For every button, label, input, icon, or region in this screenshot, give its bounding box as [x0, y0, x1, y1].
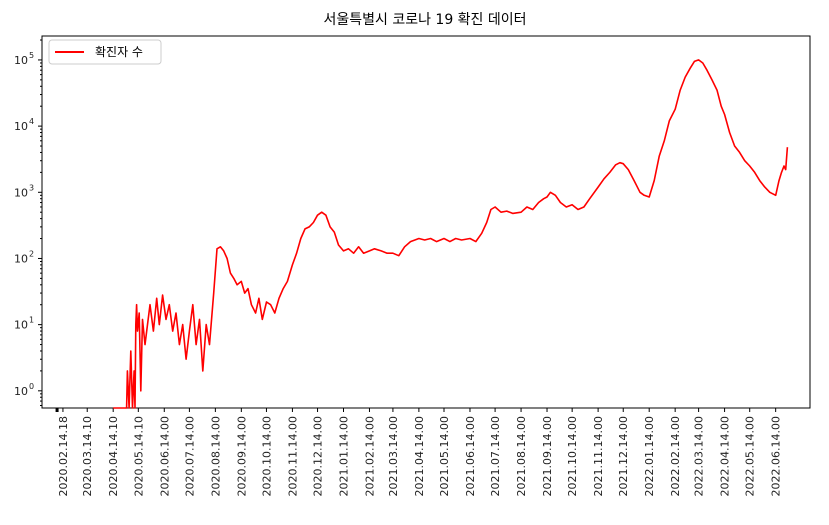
x-tick-label: 2020.03.14.10 [81, 416, 94, 496]
x-tick-label: 2022.02.14.00 [669, 416, 682, 496]
x-tick-label: 2021.03.14.00 [387, 416, 400, 496]
y-tick-exponent: 3 [29, 183, 34, 192]
y-tick-exponent: 4 [29, 117, 34, 126]
x-tick-label: 2021.11.14.00 [592, 416, 605, 496]
chart-title: 서울특별시 코로나 19 확진 데이터 [323, 12, 526, 28]
y-tick-exponent: 5 [29, 51, 34, 60]
y-tick-label: 10 [14, 319, 28, 332]
y-tick-label: 10 [14, 186, 28, 199]
legend-label: 확진자 수 [95, 45, 143, 59]
x-tick-label: 2020.04.14.10 [107, 416, 120, 496]
x-tick-label: 2020.11.14.00 [286, 416, 299, 496]
x-tick-label: 2022.03.14.00 [693, 416, 706, 496]
x-tick-label: 2020.06.14.00 [158, 416, 171, 496]
x-tick-label: 2020.08.14.00 [209, 416, 222, 496]
x-tick-label: 2020.05.14.10 [132, 416, 145, 496]
x-tick-label: 2021.07.14.00 [489, 416, 502, 496]
x-tick-label: 2021.09.14.00 [541, 416, 554, 496]
x-tick-label: 2021.02.14.00 [363, 416, 376, 496]
plot-frame [42, 36, 810, 408]
plot-area [113, 60, 787, 408]
y-tick-label: 10 [14, 54, 28, 67]
x-tick-label: 2021.04.14.00 [413, 416, 426, 496]
x-tick-label: 2020.12.14.00 [312, 416, 325, 496]
x-tick-label: 2021.08.14.00 [515, 416, 528, 496]
x-tick-label: 2021.01.14.00 [338, 416, 351, 496]
y-tick-exponent: 0 [29, 382, 34, 391]
x-tick-label: 2022.05.14.00 [744, 416, 757, 496]
x-tick-label: 2022.04.14.00 [719, 416, 732, 496]
y-tick-exponent: 2 [29, 249, 34, 258]
x-tick-label: 2021.06.14.00 [464, 416, 477, 496]
x-tick-label: 2020.09.14.00 [235, 416, 248, 496]
y-tick-exponent: 1 [29, 316, 34, 325]
y-tick-label: 10 [14, 385, 28, 398]
series-line [113, 60, 787, 408]
y-tick-label: 10 [14, 120, 28, 133]
y-tick-label: 10 [14, 252, 28, 265]
x-tick-label: 2022.01.14.00 [643, 416, 656, 496]
x-tick-label: 2021.12.14.00 [617, 416, 630, 496]
x-tick-label: 2022.06.14.00 [770, 416, 783, 496]
x-tick-label: 2020.10.14.00 [260, 416, 273, 496]
x-tick-label: 2020.02.14.18 [57, 416, 70, 496]
x-axis: 2020.02.14.18 2020.03.14.10 2020.04.14.10 2… [57, 408, 783, 496]
legend: 확진자 수 [49, 40, 161, 64]
x-tick-label: 2020.07.14.00 [183, 416, 196, 496]
x-tick-label: 2021.05.14.00 [438, 416, 451, 496]
x-tick-label: 2021.10.14.00 [566, 416, 579, 496]
